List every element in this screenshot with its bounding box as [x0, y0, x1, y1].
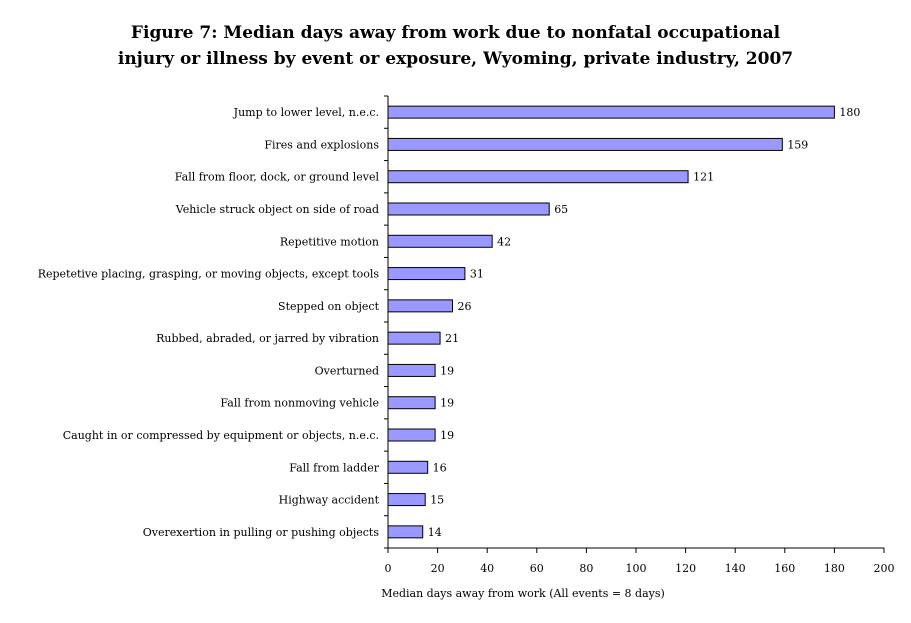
category-label: Fall from floor, dock, or ground level: [175, 171, 380, 184]
bar: [387, 396, 436, 410]
x-tick-label: 40: [480, 562, 494, 575]
bar: [387, 363, 436, 377]
bar: [387, 234, 493, 248]
category-label: Fall from ladder: [289, 461, 380, 474]
x-axis-title: Median days away from work (All events =…: [381, 587, 665, 600]
bar-value-label: 19: [440, 397, 454, 410]
bar: [387, 267, 466, 281]
bar-value-label: 19: [440, 429, 454, 442]
bar: [387, 428, 436, 442]
bar: [387, 525, 424, 539]
bar: [387, 105, 835, 119]
bar-value-label: 19: [440, 364, 454, 377]
bar: [387, 170, 689, 184]
category-label: Overturned: [315, 364, 379, 377]
x-tick-label: 200: [874, 562, 895, 575]
x-tick-label: 140: [725, 562, 746, 575]
chart-title: Figure 7: Median days away from work due…: [0, 20, 911, 72]
category-label: Caught in or compressed by equipment or …: [63, 429, 379, 442]
bar-value-label: 26: [457, 300, 471, 313]
x-tick-label: 0: [385, 562, 392, 575]
bar: [387, 202, 550, 216]
bar-value-label: 159: [787, 138, 808, 151]
bar: [387, 137, 783, 151]
bar-value-label: 14: [428, 526, 442, 539]
category-label: Repetetive placing, grasping, or moving …: [38, 268, 380, 281]
bar-value-label: 42: [497, 235, 511, 248]
bar-value-label: 15: [430, 494, 444, 507]
category-label: Fall from nonmoving vehicle: [220, 397, 379, 410]
bar-value-label: 180: [839, 106, 860, 119]
bar-value-label: 31: [470, 268, 484, 281]
category-label: Vehicle struck object on side of road: [175, 203, 379, 216]
category-label: Rubbed, abraded, or jarred by vibration: [156, 332, 379, 345]
category-label: Highway accident: [279, 494, 380, 507]
x-tick-label: 120: [675, 562, 696, 575]
x-tick-label: 80: [579, 562, 593, 575]
bar: [387, 299, 453, 313]
category-label: Overexertion in pulling or pushing objec…: [143, 526, 380, 539]
x-tick-label: 160: [774, 562, 795, 575]
category-label: Jump to lower level, n.e.c.: [233, 106, 379, 119]
x-tick-label: 20: [431, 562, 445, 575]
chart-title-line-2: injury or illness by event or exposure, …: [117, 49, 794, 69]
bar: [387, 460, 429, 474]
bar-value-label: 21: [445, 332, 459, 345]
x-tick-label: 60: [530, 562, 544, 575]
category-label: Fires and explosions: [264, 138, 379, 151]
category-label: Repetitive motion: [280, 235, 379, 248]
x-tick-label: 180: [824, 562, 845, 575]
bar-value-label: 65: [554, 203, 568, 216]
x-tick-label: 100: [626, 562, 647, 575]
bar: [387, 331, 441, 345]
category-label: Stepped on object: [278, 300, 380, 313]
bar: [387, 493, 426, 507]
bar-value-label: 16: [433, 461, 447, 474]
chart-title-line-1: Figure 7: Median days away from work due…: [130, 23, 781, 43]
bar-value-label: 121: [693, 171, 714, 184]
